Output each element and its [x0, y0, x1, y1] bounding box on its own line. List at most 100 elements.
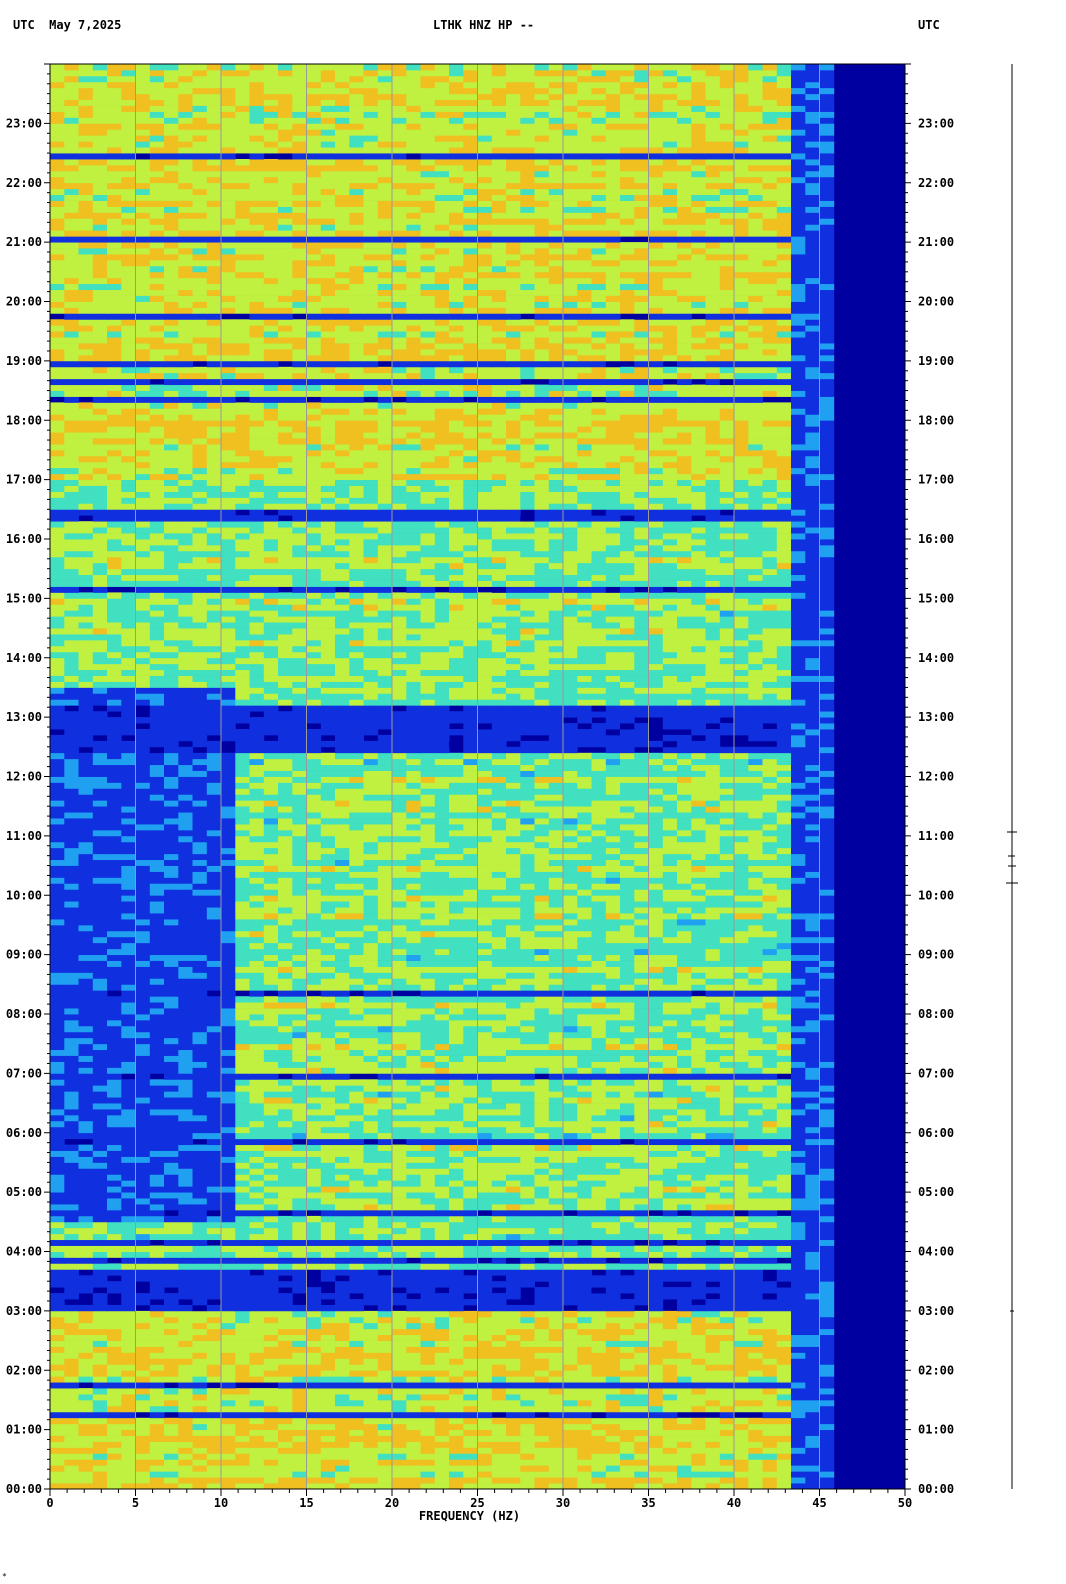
heatmap-cell: [78, 1031, 94, 1039]
heatmap-cell: [149, 1340, 165, 1347]
heatmap-cell: [662, 1109, 678, 1116]
heatmap-cell: [548, 1031, 564, 1039]
heatmap-cell: [563, 1340, 578, 1347]
heatmap-cell: [50, 1447, 65, 1454]
heatmap-cell: [548, 1204, 564, 1211]
heatmap-cell: [420, 1019, 436, 1027]
heatmap-cell: [648, 1114, 664, 1122]
heatmap-cell: [520, 1049, 535, 1056]
heatmap-cell: [377, 1180, 393, 1187]
heatmap-cell: [249, 1079, 265, 1086]
heatmap-cell: [463, 1049, 478, 1056]
heatmap-cell: [178, 1138, 193, 1146]
heatmap-cell: [677, 1465, 692, 1472]
heatmap-cell: [249, 1364, 265, 1371]
heatmap-cell: [662, 978, 678, 985]
heatmap-cell: [463, 1447, 478, 1454]
heatmap-cell: [548, 1394, 564, 1401]
heatmap-cell: [506, 1352, 521, 1359]
heatmap-cell: [278, 1227, 293, 1235]
heatmap-row: [50, 1299, 835, 1306]
heatmap-cell: [320, 1245, 336, 1252]
heatmap-cell: [506, 972, 521, 979]
heatmap-cell: [306, 1257, 322, 1264]
heatmap-cell: [50, 1257, 65, 1264]
heatmap-cell: [662, 1019, 678, 1027]
heatmap-cell: [762, 1394, 778, 1401]
heatmap-cell: [363, 1340, 379, 1347]
heatmap-cell: [78, 1388, 94, 1395]
heatmap-cell: [149, 1245, 165, 1252]
heatmap-cell: [776, 1322, 792, 1330]
heatmap-cell: [292, 1257, 307, 1264]
heatmap-cell: [563, 1079, 578, 1086]
heatmap-cell: [50, 1114, 65, 1122]
heatmap-cell: [249, 966, 265, 973]
heatmap-cell: [819, 1447, 835, 1454]
heatmap-cell: [648, 1417, 664, 1425]
heatmap-cell: [577, 1156, 592, 1163]
heatmap-cell: [605, 1275, 621, 1282]
heatmap-cell: [107, 1019, 122, 1027]
heatmap-cell: [691, 1073, 706, 1080]
heatmap-cell: [705, 1429, 721, 1436]
heatmap-cell: [349, 1085, 364, 1092]
heatmap-cell: [263, 1245, 279, 1252]
heatmap-cell: [719, 1322, 735, 1330]
heatmap-cell: [349, 972, 364, 979]
heatmap-cell: [149, 1014, 165, 1021]
heatmap-cell: [206, 1411, 222, 1419]
heatmap-cell: [563, 1388, 578, 1395]
heatmap-cell: [149, 1132, 165, 1140]
heatmap-cell: [677, 1257, 692, 1264]
heatmap-cell: [121, 1233, 136, 1241]
heatmap-cell: [249, 1091, 265, 1098]
heatmap-cell: [491, 1233, 507, 1241]
heatmap-cell: [449, 1085, 464, 1092]
heatmap-cell: [249, 1043, 265, 1051]
heatmap-cell: [135, 1477, 151, 1484]
heatmap-cell: [776, 1328, 792, 1336]
heatmap-cell: [420, 1429, 436, 1436]
heatmap-cell: [563, 1162, 578, 1169]
heatmap-cell: [506, 1073, 521, 1080]
heatmap-cell: [620, 1239, 635, 1246]
heatmap-cell: [292, 1352, 307, 1359]
heatmap-cell: [819, 1352, 835, 1359]
heatmap-cell: [107, 1144, 122, 1151]
station-channel-label: LTHK HNZ HP --: [433, 18, 535, 32]
heatmap-cell: [819, 1346, 835, 1353]
heatmap-cell: [548, 1358, 564, 1365]
heatmap-cell: [563, 990, 578, 997]
heatmap-cell: [691, 1281, 706, 1288]
heatmap-cell: [221, 1281, 236, 1288]
heatmap-cell: [662, 1405, 678, 1413]
heatmap-cell: [534, 1417, 550, 1425]
heatmap-cell: [591, 1227, 607, 1235]
heatmap-row: [50, 978, 835, 985]
heatmap-cell: [563, 948, 578, 956]
heatmap-cell: [648, 1435, 664, 1442]
heatmap-cell: [577, 1471, 592, 1478]
heatmap-cell: [819, 996, 835, 1003]
heatmap-cell: [249, 1037, 265, 1045]
heatmap-cell: [392, 1061, 407, 1068]
heatmap-cell: [449, 1376, 464, 1383]
heatmap-cell: [377, 1049, 393, 1056]
heatmap-cell: [135, 1399, 151, 1407]
heatmap-cell: [278, 1049, 293, 1056]
heatmap-cell: [78, 990, 94, 997]
heatmap-cell: [449, 1198, 464, 1205]
heatmap-cell: [92, 1447, 108, 1454]
heatmap-cell: [762, 1204, 778, 1211]
heatmap-cell: [420, 1477, 436, 1484]
heatmap-cell: [420, 1002, 436, 1009]
heatmap-cell: [235, 1138, 250, 1146]
heatmap-cell: [121, 1008, 136, 1015]
heatmap-cell: [463, 1008, 478, 1015]
heatmap-cell: [776, 1132, 792, 1140]
heatmap-cell: [719, 984, 735, 991]
heatmap-cell: [335, 966, 350, 973]
heatmap-cell: [677, 1441, 692, 1448]
heatmap-cell: [534, 1471, 550, 1478]
